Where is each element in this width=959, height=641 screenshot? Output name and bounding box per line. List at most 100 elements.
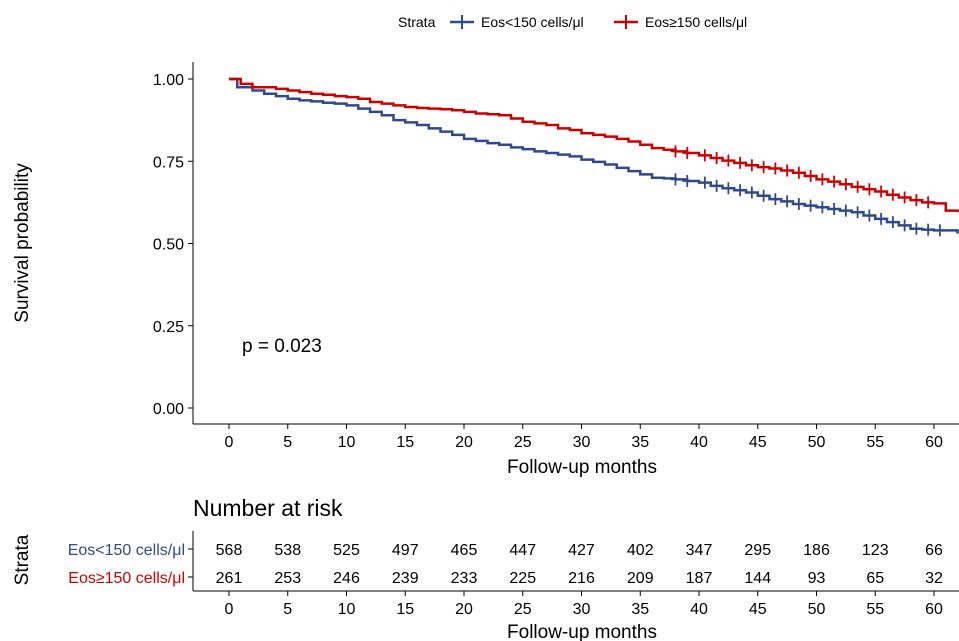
censor-mark-1-18: [887, 216, 898, 229]
risk-value-1-6: 427: [568, 542, 595, 559]
legend-entry-1: Eos<150 cells/μl: [481, 14, 584, 30]
x-tick-label-8: 40: [690, 434, 708, 451]
risk-x-tick-label-1: 5: [283, 601, 292, 618]
x-tick-label-12: 60: [925, 434, 943, 451]
censor-mark-1-8: [770, 193, 781, 206]
censor-mark-1-5: [735, 184, 746, 197]
y-tick-label-4: 1.00: [153, 72, 184, 89]
censor-mark-2-17: [876, 185, 887, 198]
censor-mark-1-15: [852, 206, 863, 219]
y-tick-label-2: 0.50: [153, 237, 184, 254]
risk-value-1-9: 295: [744, 542, 771, 559]
y-axis-label: Survival probability: [12, 163, 33, 323]
censor-mark-2-18: [887, 188, 898, 201]
legend: Strata Eos<150 cells/μl Eos≥150 cells/μl: [398, 14, 747, 30]
censor-mark-2-19: [899, 191, 910, 204]
x-tick-label-10: 50: [808, 434, 826, 451]
censor-mark-1-0: [670, 173, 681, 186]
censor-mark-1-13: [829, 202, 840, 215]
x-tick-label-2: 10: [338, 434, 356, 451]
risk-value-1-1: 538: [274, 542, 301, 559]
legend-title: Strata: [398, 14, 436, 30]
survival-curve-2: [229, 77, 959, 213]
censor-mark-2-13: [829, 175, 840, 188]
censor-mark-1-7: [758, 189, 769, 202]
risk-x-tick-label-7: 35: [631, 601, 649, 618]
risk-value-1-2: 525: [333, 542, 360, 559]
risk-x-tick-label-6: 30: [573, 601, 591, 618]
risk-value-1-8: 347: [686, 542, 713, 559]
risk-x-tick-label-0: 0: [225, 601, 234, 618]
censor-mark-1-4: [723, 182, 734, 195]
risk-row-label-2: Eos≥150 cells/μl: [68, 570, 185, 587]
x-tick-label-4: 20: [455, 434, 473, 451]
censor-mark-1-3: [711, 179, 722, 192]
censor-mark-1-11: [805, 199, 816, 212]
risk-value-2-0: 261: [216, 570, 243, 587]
censor-mark-2-12: [817, 173, 828, 186]
risk-value-1-7: 402: [627, 542, 654, 559]
survival-curves: [229, 77, 959, 237]
censor-mark-2-0: [670, 145, 681, 158]
censor-mark-1-2: [699, 176, 710, 189]
censor-mark-1-12: [817, 201, 828, 214]
risk-value-2-10: 93: [808, 570, 826, 587]
censor-mark-2-10: [793, 166, 804, 179]
censor-mark-1-10: [793, 198, 804, 211]
censor-mark-2-4: [723, 154, 734, 167]
risk-value-2-4: 233: [451, 570, 478, 587]
censor-mark-2-21: [923, 196, 934, 209]
censor-mark-2-1: [682, 147, 693, 160]
x-tick-label-9: 45: [749, 434, 767, 451]
risk-row-label-1: Eos<150 cells/μl: [68, 542, 185, 559]
censor-mark-1-20: [911, 222, 922, 235]
censor-mark-2-15: [852, 180, 863, 193]
censor-mark-2-20: [911, 194, 922, 207]
risk-value-2-8: 187: [686, 570, 713, 587]
risk-x-tick-label-12: 60: [925, 601, 943, 618]
risk-x-tick-label-4: 20: [455, 601, 473, 618]
censor-mark-2-7: [758, 161, 769, 174]
x-axis-label: Follow-up months: [507, 457, 657, 478]
risk-x-tick-label-2: 10: [338, 601, 356, 618]
x-tick-label-7: 35: [631, 434, 649, 451]
risk-table-title: Number at risk: [193, 495, 343, 521]
risk-table-x-axis-label: Follow-up months: [507, 622, 657, 641]
risk-value-2-9: 144: [744, 570, 771, 587]
censor-mark-2-9: [782, 164, 793, 177]
censor-mark-1-21: [923, 223, 934, 236]
censor-mark-2-6: [746, 159, 757, 172]
censor-mark-2-2: [699, 149, 710, 162]
y-tick-label-1: 0.25: [153, 319, 184, 336]
censor-mark-1-6: [746, 186, 757, 199]
risk-value-2-12: 32: [925, 570, 943, 587]
censor-mark-1-17: [876, 212, 887, 225]
risk-value-1-5: 447: [509, 542, 536, 559]
risk-x-tick-label-8: 40: [690, 601, 708, 618]
risk-value-1-10: 186: [803, 542, 830, 559]
censor-mark-1-9: [782, 195, 793, 208]
censor-mark-1-1: [682, 174, 693, 187]
censor-mark-1-14: [840, 204, 851, 217]
risk-value-1-3: 497: [392, 542, 419, 559]
y-tick-label-0: 0.00: [153, 401, 184, 418]
risk-value-1-12: 66: [925, 542, 943, 559]
x-tick-label-6: 30: [573, 434, 591, 451]
p-value-annotation: p = 0.023: [242, 336, 322, 357]
censor-mark-2-5: [735, 156, 746, 169]
censor-mark-2-16: [864, 183, 875, 196]
risk-value-2-11: 65: [866, 570, 884, 587]
risk-x-tick-label-5: 25: [514, 601, 532, 618]
risk-value-2-6: 216: [568, 570, 595, 587]
legend-entry-2: Eos≥150 cells/μl: [645, 14, 747, 30]
x-tick-label-3: 15: [396, 434, 414, 451]
risk-value-1-0: 568: [216, 542, 243, 559]
risk-table-ylabel: Strata: [12, 534, 33, 585]
censor-mark-1-16: [864, 209, 875, 222]
x-tick-label-0: 0: [225, 434, 234, 451]
risk-value-2-5: 225: [509, 570, 536, 587]
y-ticks: 0.00 0.25 0.50 0.75 1.00: [153, 72, 193, 418]
x-tick-label-11: 55: [866, 434, 884, 451]
x-tick-label-5: 25: [514, 434, 532, 451]
